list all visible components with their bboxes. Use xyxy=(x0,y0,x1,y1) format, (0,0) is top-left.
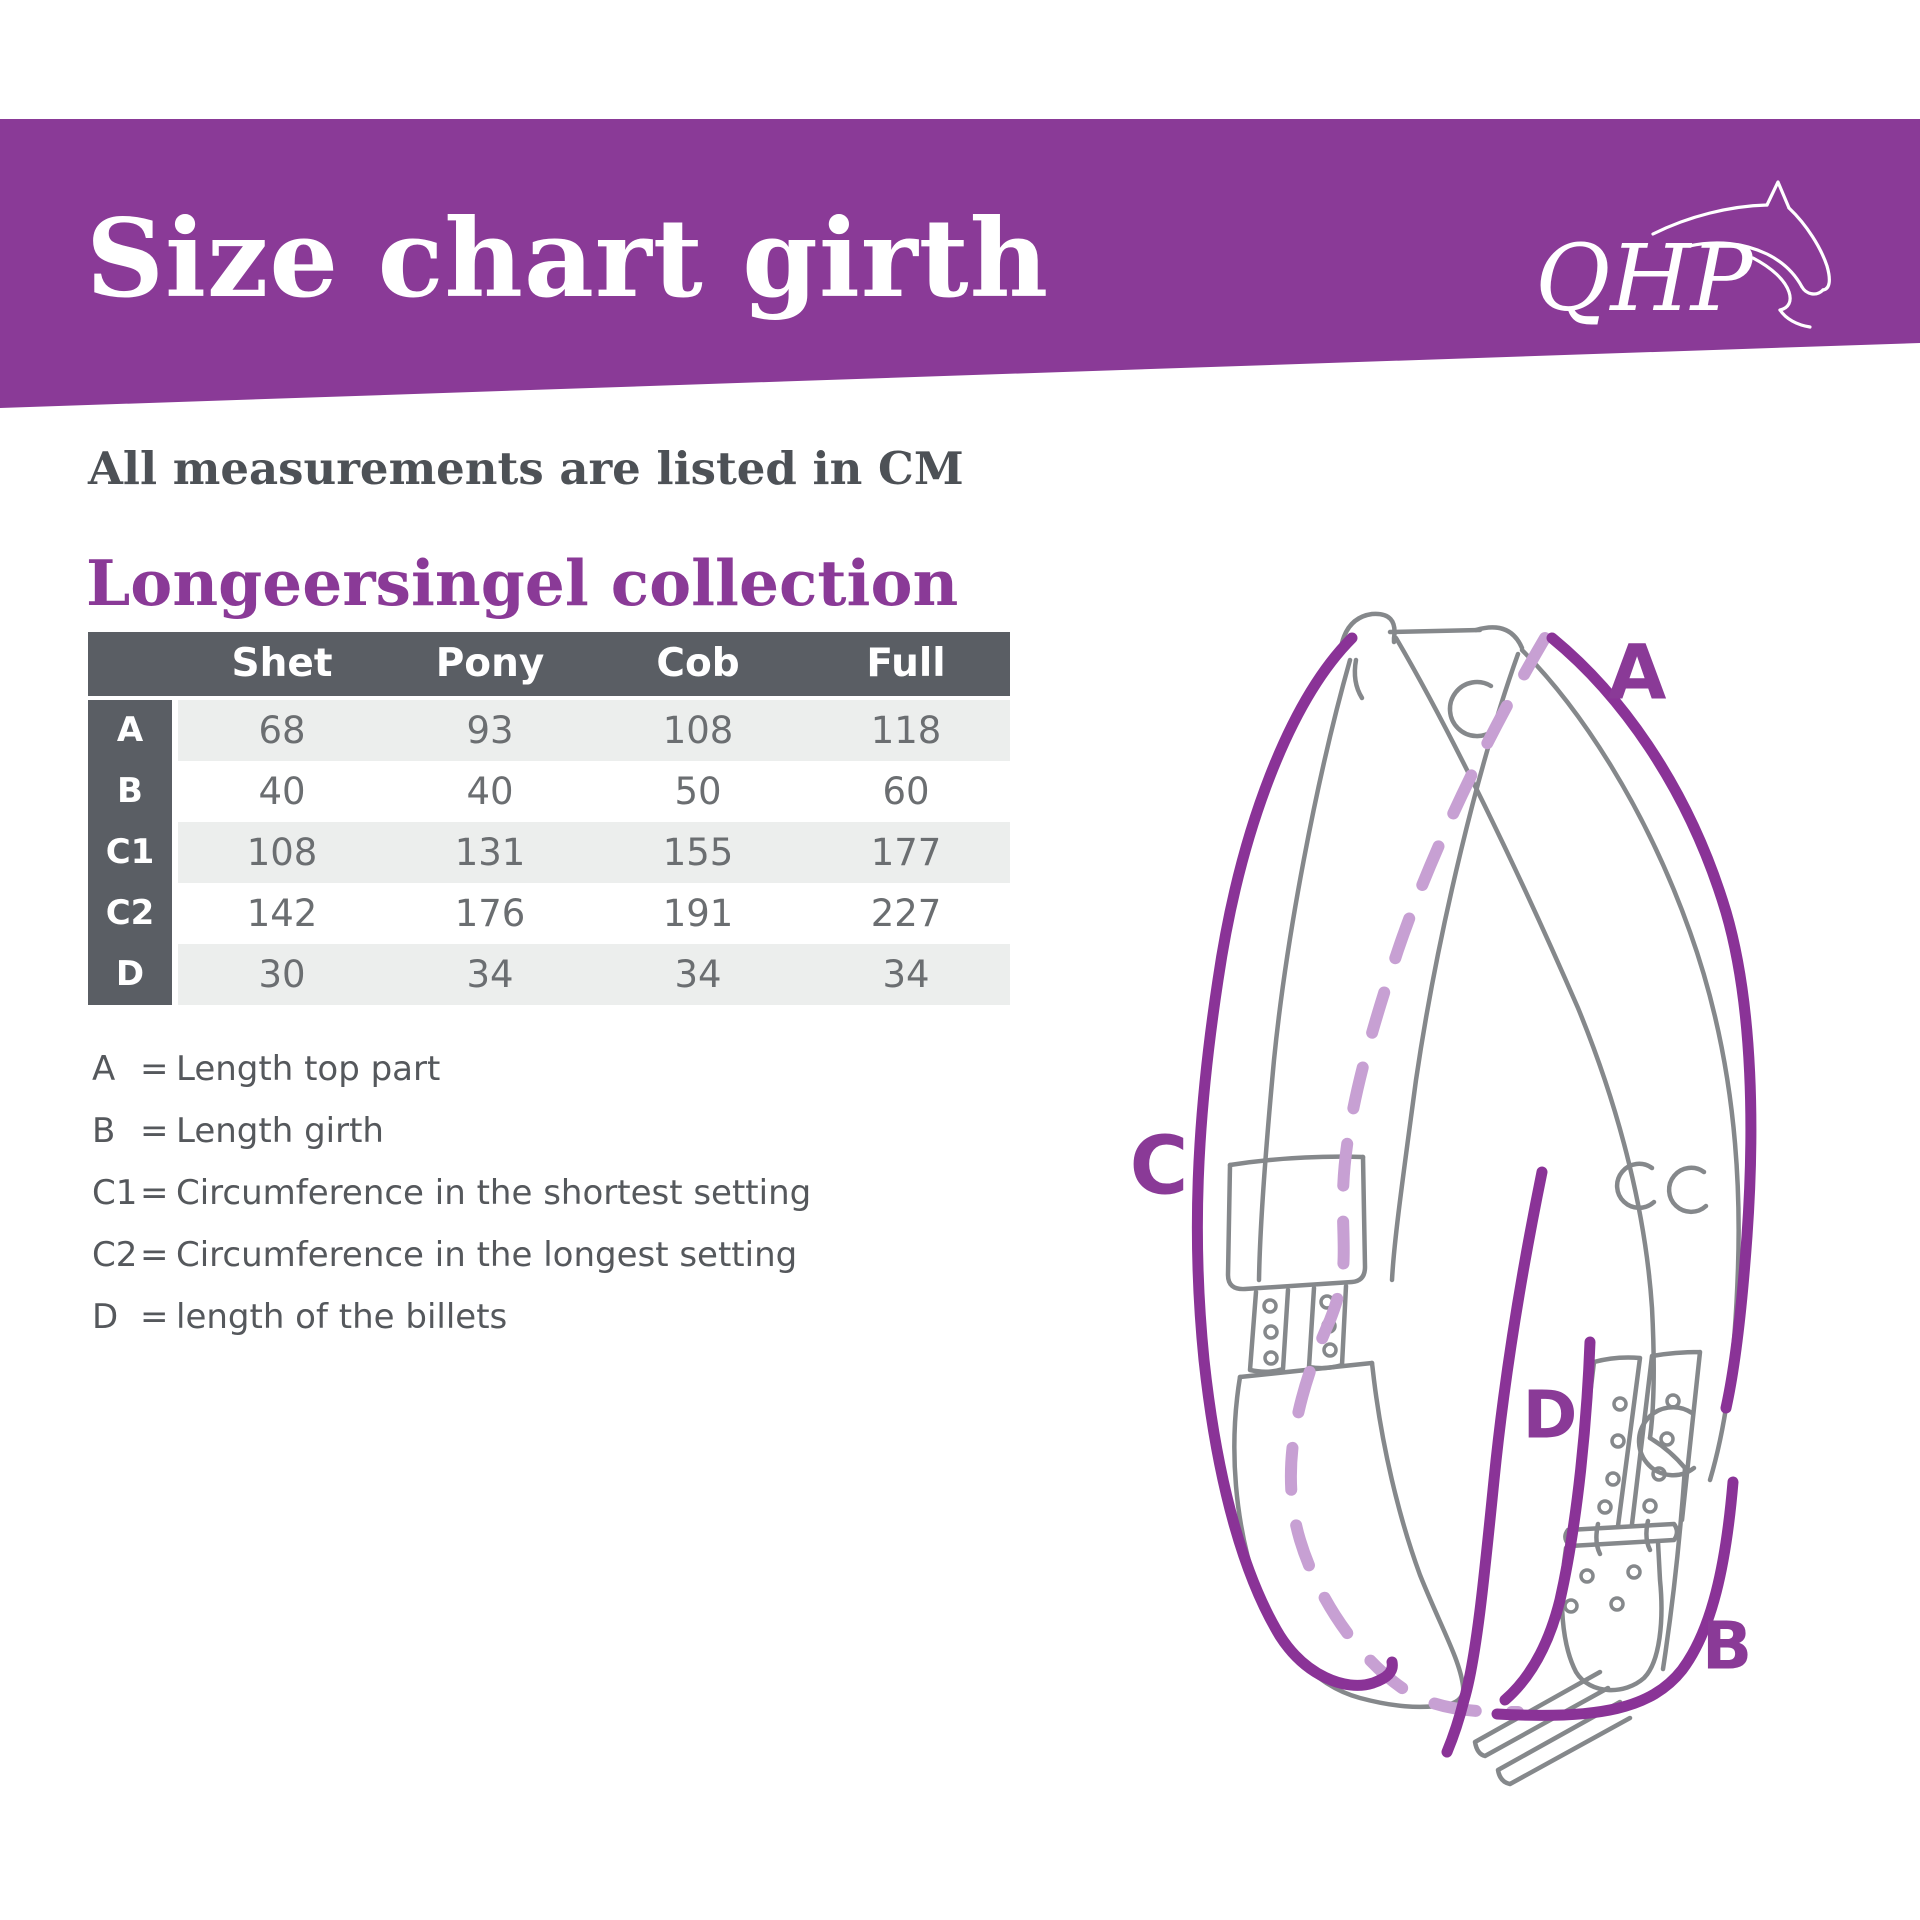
measurement-curves xyxy=(1191,632,1757,1758)
column-header: Pony xyxy=(435,641,545,686)
legend-item: B = Length girth xyxy=(92,1100,811,1162)
legend-equals: = xyxy=(140,1235,169,1275)
horse-head-icon xyxy=(1651,180,1831,329)
column-header: Shet xyxy=(231,641,333,686)
column-header: Cob xyxy=(656,641,740,686)
legend-key: D xyxy=(92,1297,119,1337)
table-cell: 68 xyxy=(258,709,306,752)
legend-key: C2 xyxy=(92,1235,138,1275)
table-cell: 34 xyxy=(466,953,514,996)
diagram-label-c: C xyxy=(1130,1120,1189,1213)
legend-text: length of the billets xyxy=(176,1297,508,1337)
table-cell: 34 xyxy=(674,953,722,996)
row-label: C1 xyxy=(105,832,155,872)
measure-line-c2 xyxy=(1441,1166,1548,1758)
table-cell: 40 xyxy=(258,770,306,813)
diagram-label-a: A xyxy=(1608,628,1667,717)
legend-item: A = Length top part xyxy=(92,1038,811,1100)
table-cell: 30 xyxy=(258,953,306,996)
row-label: D xyxy=(115,954,145,994)
measurement-note: All measurements are listed in CM xyxy=(88,442,964,495)
qhp-logo: QHP xyxy=(1535,180,1831,332)
table-row: 30 34 34 34 xyxy=(178,944,1010,1005)
table-cell: 131 xyxy=(454,831,526,874)
legend-equals: = xyxy=(140,1297,169,1337)
table-row: 68 93 108 118 xyxy=(178,700,1010,761)
table-cell: 176 xyxy=(454,892,526,935)
column-header: Full xyxy=(866,641,946,686)
legend-item: C1 = Circumference in the shortest setti… xyxy=(92,1162,811,1224)
qhp-logo-text: QHP xyxy=(1535,225,1755,332)
table-cell: 34 xyxy=(882,953,930,996)
table-row: 40 40 50 60 xyxy=(178,761,1010,822)
legend-equals: = xyxy=(140,1111,169,1151)
legend-equals: = xyxy=(140,1173,169,1213)
legend-item: D = length of the billets xyxy=(92,1286,811,1348)
size-table-row-labels: A B C1 C2 D xyxy=(88,700,172,1005)
table-row: 108 131 155 177 xyxy=(178,822,1010,883)
size-table-body: 68 93 108 118 40 40 50 60 108 131 155 17… xyxy=(178,700,1010,1005)
legend-key: A xyxy=(92,1049,116,1089)
diagram-label-b: B xyxy=(1702,1608,1752,1685)
row-label: B xyxy=(117,771,143,811)
table-cell: 108 xyxy=(662,709,734,752)
table-cell: 177 xyxy=(870,831,942,874)
table-row: 142 176 191 227 xyxy=(178,883,1010,944)
collection-heading: Longeersingel collection xyxy=(86,546,959,620)
table-cell: 142 xyxy=(246,892,318,935)
table-cell: 227 xyxy=(870,892,942,935)
diagram-label-d: D xyxy=(1523,1377,1578,1454)
size-table-header: Shet Pony Cob Full xyxy=(88,632,1010,696)
page-title: Size chart girth xyxy=(86,196,1050,322)
measurement-legend: A = Length top part B = Length girth C1 … xyxy=(92,1038,811,1348)
legend-text: Length top part xyxy=(176,1049,441,1089)
measure-line-d xyxy=(1499,1336,1596,1706)
table-cell: 108 xyxy=(246,831,318,874)
girth-inner-dashed-line xyxy=(1284,632,1551,1718)
legend-text: Length girth xyxy=(176,1111,384,1151)
legend-text: Circumference in the shortest setting xyxy=(176,1173,812,1213)
legend-equals: = xyxy=(140,1049,169,1089)
legend-text: Circumference in the longest setting xyxy=(176,1235,798,1275)
legend-item: C2 = Circumference in the longest settin… xyxy=(92,1224,811,1286)
measure-line-c xyxy=(1191,632,1398,1691)
table-cell: 93 xyxy=(466,709,514,752)
table-cell: 50 xyxy=(674,770,722,813)
measure-line-a xyxy=(1546,632,1757,1414)
girth-diagram: A C D B xyxy=(1130,611,1757,1787)
row-label: A xyxy=(116,710,144,750)
measure-line-b xyxy=(1491,1476,1739,1721)
table-cell: 60 xyxy=(882,770,930,813)
table-cell: 118 xyxy=(870,709,942,752)
table-cell: 155 xyxy=(662,831,734,874)
table-cell: 40 xyxy=(466,770,514,813)
table-cell: 191 xyxy=(662,892,734,935)
legend-key: B xyxy=(92,1111,116,1151)
legend-key: C1 xyxy=(92,1173,138,1213)
row-label: C2 xyxy=(105,893,155,933)
